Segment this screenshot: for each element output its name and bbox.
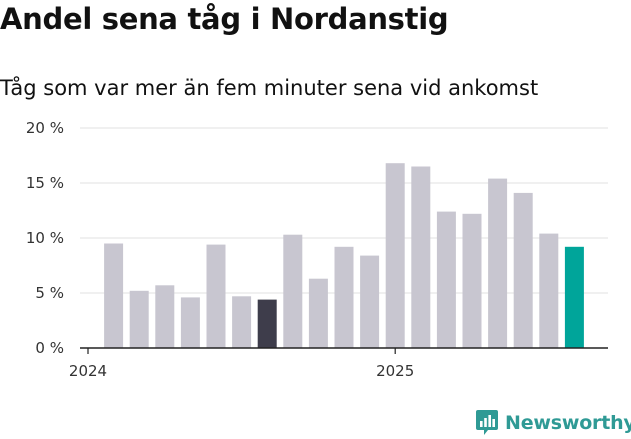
x-tick-label: 2025 [376, 362, 414, 380]
y-tick-label: 0 % [35, 339, 64, 357]
bar-2024-07 [232, 296, 252, 348]
chart-subtitle: Tåg som var mer än fem minuter sena vid … [0, 76, 539, 100]
brand-name: Newsworthy [505, 412, 631, 434]
bar-2025-08 [564, 246, 584, 348]
bar-2025-06 [513, 192, 533, 348]
newsworthy-logo-icon [476, 410, 498, 435]
bar-2024-03 [129, 290, 149, 348]
y-tick-label: 20 % [26, 119, 64, 137]
chart-tick-labels: 0 % 5 % 10 % 15 % 20 % 2024 2025 [26, 119, 414, 380]
bar-2025-04 [462, 213, 482, 348]
y-tick-label: 10 % [26, 229, 64, 247]
bar-2024-09 [283, 234, 303, 348]
bar-2024-04 [155, 285, 175, 348]
bar-2024-02 [104, 243, 124, 348]
bar-2024-10 [308, 278, 328, 348]
y-tick-label: 5 % [35, 284, 64, 302]
y-tick-label: 15 % [26, 174, 64, 192]
bar-2024-08 [257, 299, 277, 348]
bar-2025-07 [539, 233, 559, 348]
bar-2024-06 [206, 244, 226, 348]
bar-2024-12 [360, 255, 380, 348]
brand-logo: Newsworthy [475, 408, 631, 438]
bar-2024-11 [334, 246, 354, 348]
bar-2025-03 [436, 211, 456, 348]
bar-2025-01 [385, 163, 405, 348]
chart-title: Andel sena tåg i Nordanstig [0, 2, 449, 36]
x-tick-label: 2024 [69, 362, 107, 380]
chart-axes [80, 347, 608, 354]
chart-bars [104, 163, 584, 348]
bar-2025-05 [488, 178, 508, 348]
bar-2024-05 [180, 297, 200, 348]
bar-2025-02 [411, 166, 431, 348]
